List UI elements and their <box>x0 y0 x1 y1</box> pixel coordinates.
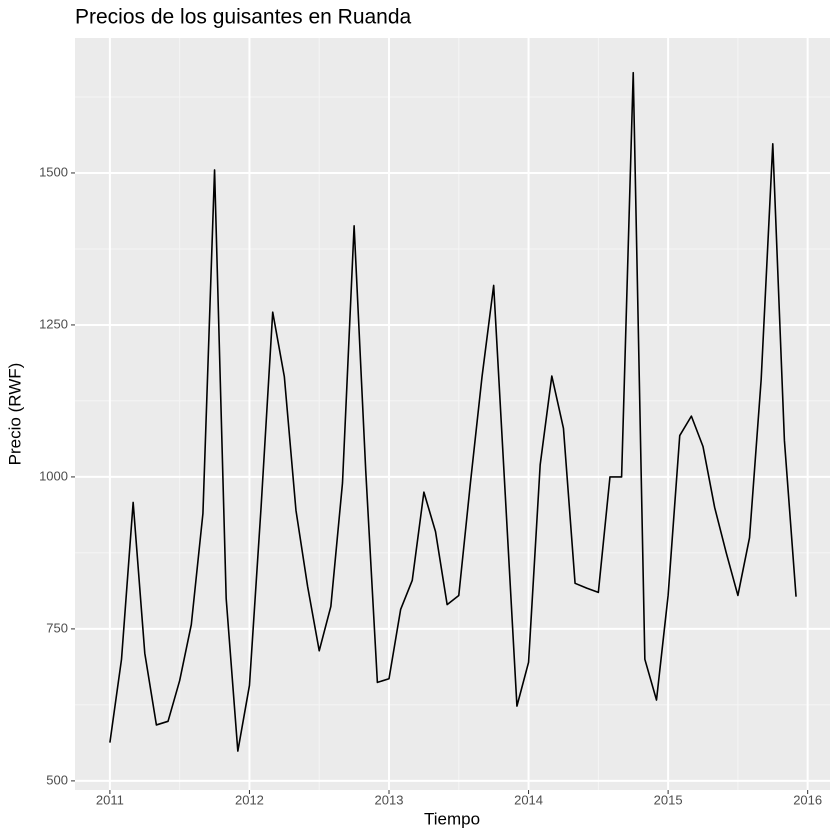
price-line <box>109 71 797 752</box>
x-tick-label: 2012 <box>235 792 264 807</box>
x-tick-label: 2015 <box>654 792 683 807</box>
x-axis-title: Tiempo <box>424 809 480 828</box>
x-tick-label: 2013 <box>375 792 404 807</box>
y-tick-label: 750 <box>46 620 68 635</box>
y-tick-label: 1500 <box>39 164 68 179</box>
y-tick-label: 1000 <box>39 468 68 483</box>
y-tick-label: 1250 <box>39 316 68 331</box>
x-tick-label: 2016 <box>793 792 822 807</box>
y-axis-title: Precio (RWF) <box>5 363 24 466</box>
x-tick-label: 2014 <box>514 792 543 807</box>
chart-title: Precios de los guisantes en Ruanda <box>75 6 412 29</box>
panel <box>75 38 830 790</box>
x-tick-label: 2011 <box>96 792 124 807</box>
y-tick-label: 500 <box>46 772 68 787</box>
